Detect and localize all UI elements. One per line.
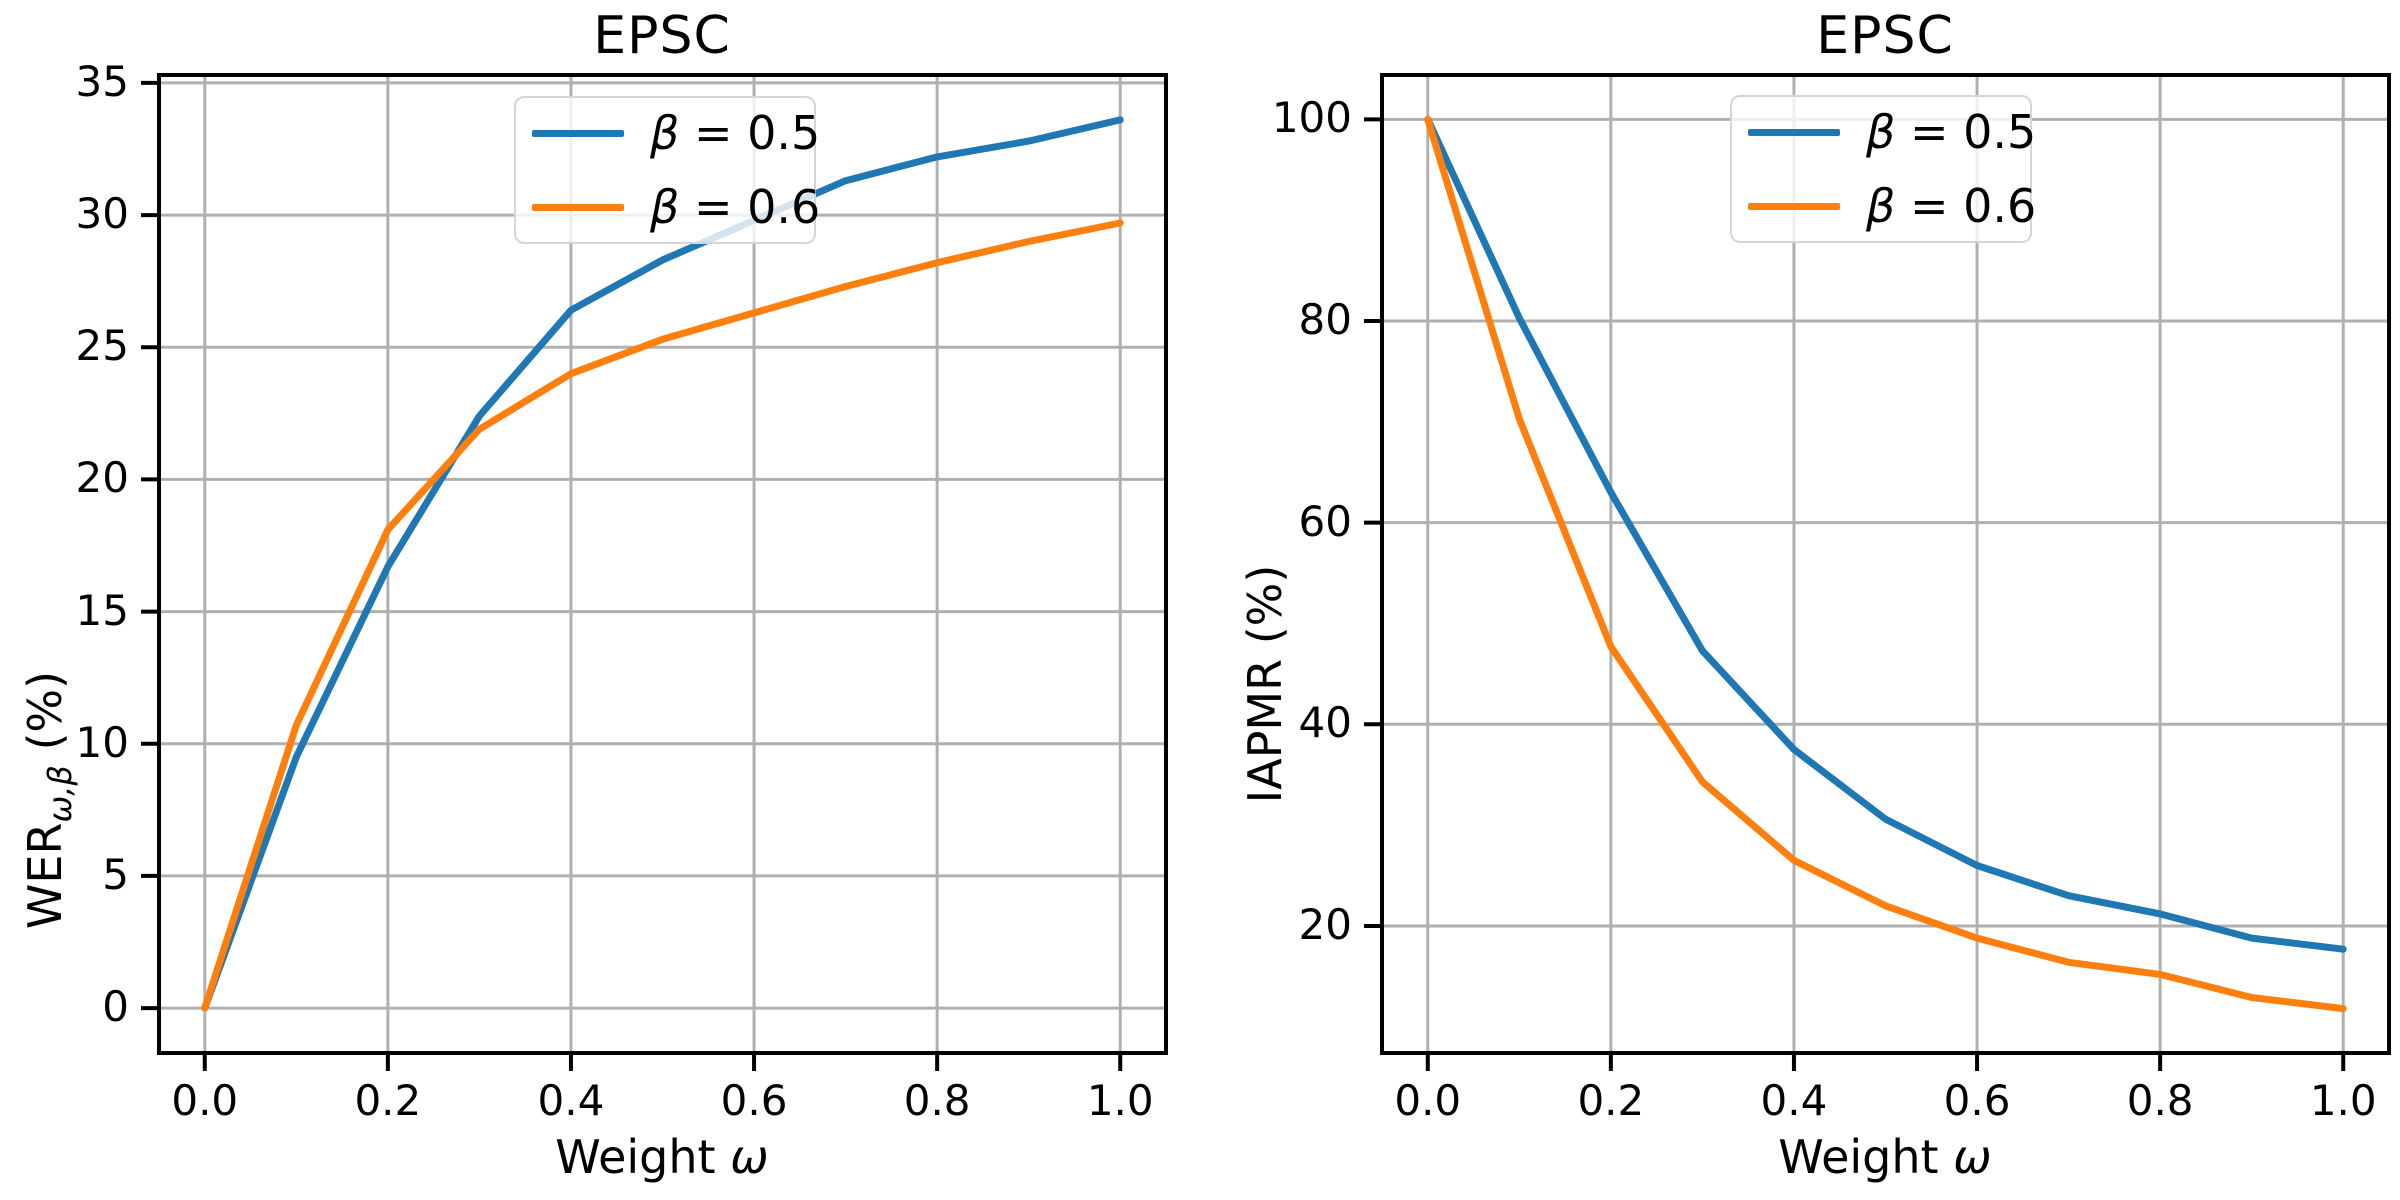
legend-item-beta-06: β = 0.6 — [1748, 179, 2036, 233]
legend-item-beta-05: β = 0.5 — [1748, 105, 2036, 159]
beta-symbol: β — [1866, 179, 1896, 233]
series-line-beta-05 — [1424, 115, 2347, 953]
x-tick-label: 0.4 — [1760, 1076, 1828, 1125]
iapmr-legend: β = 0.5 β = 0.6 — [1730, 95, 2036, 243]
legend-item-beta-05: β = 0.5 — [532, 106, 820, 160]
wer-y-label-subscript: ω,β — [41, 765, 80, 823]
beta-05-line-sample — [532, 129, 624, 137]
x-tick-label: 1.0 — [2309, 1076, 2377, 1125]
x-tick-label: 0.6 — [1943, 1076, 2011, 1125]
x-tick-label: 1.0 — [1086, 1076, 1154, 1125]
x-tick-label: 0.2 — [354, 1076, 422, 1125]
beta-06-line-sample — [1748, 202, 1840, 210]
axes-spines — [1380, 73, 2391, 1055]
beta-06-line-sample — [532, 203, 624, 211]
omega-symbol: ω — [730, 1130, 769, 1184]
y-tick-label: 20 — [1298, 899, 1352, 949]
y-tick-label: 15 — [75, 585, 129, 635]
beta-symbol: β — [1866, 105, 1896, 159]
y-tick-label: 35 — [75, 56, 129, 106]
iapmr-y-axis-label: IAPMR (%) — [1238, 565, 1299, 804]
x-tick-label: 0.8 — [903, 1076, 971, 1125]
x-tick-label: 0.4 — [537, 1076, 605, 1125]
beta-05-line-sample — [1748, 128, 1840, 136]
iapmr-x-axis-label: Weight ω — [1778, 1130, 1992, 1184]
y-tick-label: 60 — [1298, 496, 1352, 546]
x-tick-label: 0.8 — [2126, 1076, 2194, 1125]
x-tick-label: 0.0 — [171, 1076, 239, 1125]
iapmr-chart-title: EPSC — [1816, 6, 1954, 66]
y-tick-label: 20 — [75, 453, 129, 503]
y-tick-label: 40 — [1298, 698, 1352, 748]
beta-symbol: β — [650, 106, 680, 160]
x-tick-label: 0.2 — [1577, 1076, 1645, 1125]
legend-item-beta-06: β = 0.6 — [532, 180, 820, 234]
y-tick-label: 100 — [1271, 93, 1352, 143]
axes-spines — [157, 73, 1168, 1055]
y-tick-label: 80 — [1298, 295, 1352, 344]
y-tick-label: 10 — [75, 717, 129, 767]
wer-chart-title: EPSC — [593, 6, 731, 66]
beta-symbol: β — [650, 180, 680, 234]
y-tick-label: 30 — [75, 189, 129, 239]
x-tick-label: 0.6 — [720, 1076, 788, 1125]
x-tick-label: 0.0 — [1394, 1076, 1462, 1125]
iapmr-y-label-unit: (%) — [1238, 564, 1292, 659]
y-tick-label: 0 — [102, 982, 129, 1032]
omega-symbol: ω — [1953, 1130, 1992, 1184]
wer-legend: β = 0.5 β = 0.6 — [514, 96, 820, 244]
wer-x-axis-label: Weight ω — [555, 1130, 769, 1184]
series-line-beta-06 — [1424, 115, 2347, 1013]
y-tick-label: 5 — [102, 849, 129, 899]
y-tick-label: 25 — [75, 321, 129, 371]
series-line-beta-05 — [201, 116, 1124, 1012]
series-line-beta-06 — [201, 219, 1124, 1012]
